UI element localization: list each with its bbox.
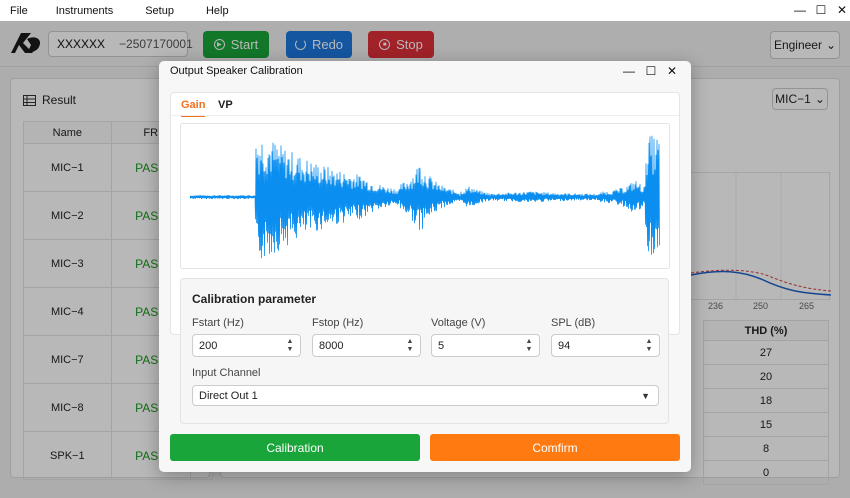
row-name: MIC−4	[23, 287, 112, 336]
thd-value: 27	[703, 340, 829, 365]
menu-help[interactable]: Help	[205, 4, 229, 17]
response-curve	[690, 270, 832, 296]
chevron-down-icon: ▼	[641, 390, 650, 401]
x-tick-label: 265	[799, 301, 815, 311]
menu-setup[interactable]: Setup	[145, 4, 174, 17]
row-name: MIC−2	[23, 191, 112, 240]
minimize-icon[interactable]: —	[794, 3, 806, 17]
start-label: Start	[230, 37, 259, 52]
chevron-down-icon: ⌄	[825, 38, 837, 52]
table-row[interactable]: MIC−1PASSP	[23, 143, 214, 192]
input-channel-select[interactable]: Direct Out 1 ▼	[192, 385, 659, 406]
voltage-input[interactable]: 5 ▲ ▼	[431, 334, 540, 357]
spl-label: SPL (dB)	[551, 317, 596, 329]
mic-select[interactable]: MIC−1 ⌄	[772, 88, 828, 110]
redo-icon	[294, 39, 306, 50]
thd-value: 0	[703, 460, 829, 485]
stop-icon: ■	[379, 39, 391, 50]
serial-number-field[interactable]: XXXXXX −2507170001	[48, 31, 193, 57]
stop-button[interactable]: ■ Stop	[368, 31, 434, 58]
fstart-input[interactable]: 200 ▲ ▼	[192, 334, 301, 357]
minimize-icon[interactable]: —	[623, 64, 635, 78]
spinner-arrows-icon[interactable]: ▲ ▼	[645, 337, 653, 353]
result-title: Result	[23, 93, 76, 107]
fstart-label: Fstart (Hz)	[192, 317, 244, 329]
row-name: MIC−7	[23, 335, 112, 384]
spinner-arrows-icon[interactable]: ▲ ▼	[286, 337, 294, 353]
waveform-trace	[190, 135, 660, 259]
fstop-label: Fstop (Hz)	[312, 317, 364, 329]
redo-label: Redo	[311, 37, 344, 52]
close-icon[interactable]: ✕	[836, 3, 848, 17]
calibration-parameter-card: Calibration parameter Fstart (Hz) 200 ▲ ▼…	[180, 278, 669, 424]
input-channel-label: Input Channel	[192, 367, 261, 379]
serial-suffix: −2507170001	[119, 37, 193, 51]
fstart-value: 200	[199, 339, 218, 352]
stop-label: Stop	[396, 37, 423, 52]
spinner-arrows-icon[interactable]: ▲ ▼	[525, 337, 533, 353]
tab-divider	[171, 115, 679, 116]
close-icon[interactable]: ✕	[666, 64, 678, 78]
menu-bar: File Instruments Setup Help — ☐ ✕	[0, 0, 850, 21]
redo-button[interactable]: Redo	[286, 31, 352, 58]
x-tick-label: 236	[708, 301, 724, 311]
toolbar: XXXXXX −2507170001 ▶ Start Redo ■ Stop	[0, 21, 850, 67]
parameter-title: Calibration parameter	[192, 292, 317, 306]
row-name: MIC−1	[23, 143, 112, 192]
input-channel-value: Direct Out 1	[199, 389, 258, 402]
fstop-input[interactable]: 8000 ▲ ▼	[312, 334, 421, 357]
tab-vp[interactable]: VP	[218, 99, 233, 111]
table-row: 0	[703, 460, 829, 485]
start-button[interactable]: ▶ Start	[203, 31, 269, 58]
response-chart-svg	[690, 173, 832, 301]
thd-header: THD (%)	[703, 320, 829, 341]
waveform-plot	[190, 135, 660, 259]
calibration-dialog: Output Speaker Calibration — ☐ ✕ Gain VP…	[159, 61, 691, 472]
app-logo-icon	[11, 33, 41, 53]
role-value: Engineer	[773, 38, 822, 52]
spl-value: 94	[558, 339, 571, 352]
serial-prefix: XXXXXX	[57, 37, 106, 51]
tab-gain[interactable]: Gain	[181, 99, 206, 117]
play-icon: ▶	[213, 39, 225, 50]
menu-instruments[interactable]: Instruments	[55, 4, 114, 17]
table-icon	[23, 94, 36, 106]
spinner-arrows-icon[interactable]: ▲ ▼	[406, 337, 414, 353]
thd-table: THD (%) 27 20 18 15 8 0	[703, 320, 829, 485]
maximize-icon[interactable]: ☐	[815, 3, 827, 17]
menu-file[interactable]: File	[10, 4, 28, 17]
result-title-label: Result	[42, 93, 77, 107]
row-name: SPK−1	[23, 431, 112, 480]
limit-curve	[690, 269, 832, 292]
calibration-button[interactable]: Calibration	[170, 434, 420, 461]
role-select[interactable]: Engineer ⌄	[770, 31, 840, 59]
dialog-title: Output Speaker Calibration	[170, 65, 303, 77]
chevron-down-icon: ⌄	[814, 92, 825, 106]
spl-input[interactable]: 94 ▲ ▼	[551, 334, 660, 357]
waveform-panel	[180, 123, 670, 269]
table-row: 18	[703, 388, 829, 413]
mic-select-value: MIC−1	[775, 92, 811, 106]
confirm-button[interactable]: Comfirm	[430, 434, 680, 461]
maximize-icon[interactable]: ☐	[645, 64, 657, 78]
x-tick-label: 250	[753, 301, 769, 311]
voltage-label: Voltage (V)	[431, 317, 486, 329]
fstop-value: 8000	[319, 339, 344, 352]
column-header: Name	[23, 121, 112, 144]
table-row: 27	[703, 340, 829, 365]
thd-value: 18	[703, 388, 829, 413]
voltage-value: 5	[438, 339, 445, 352]
